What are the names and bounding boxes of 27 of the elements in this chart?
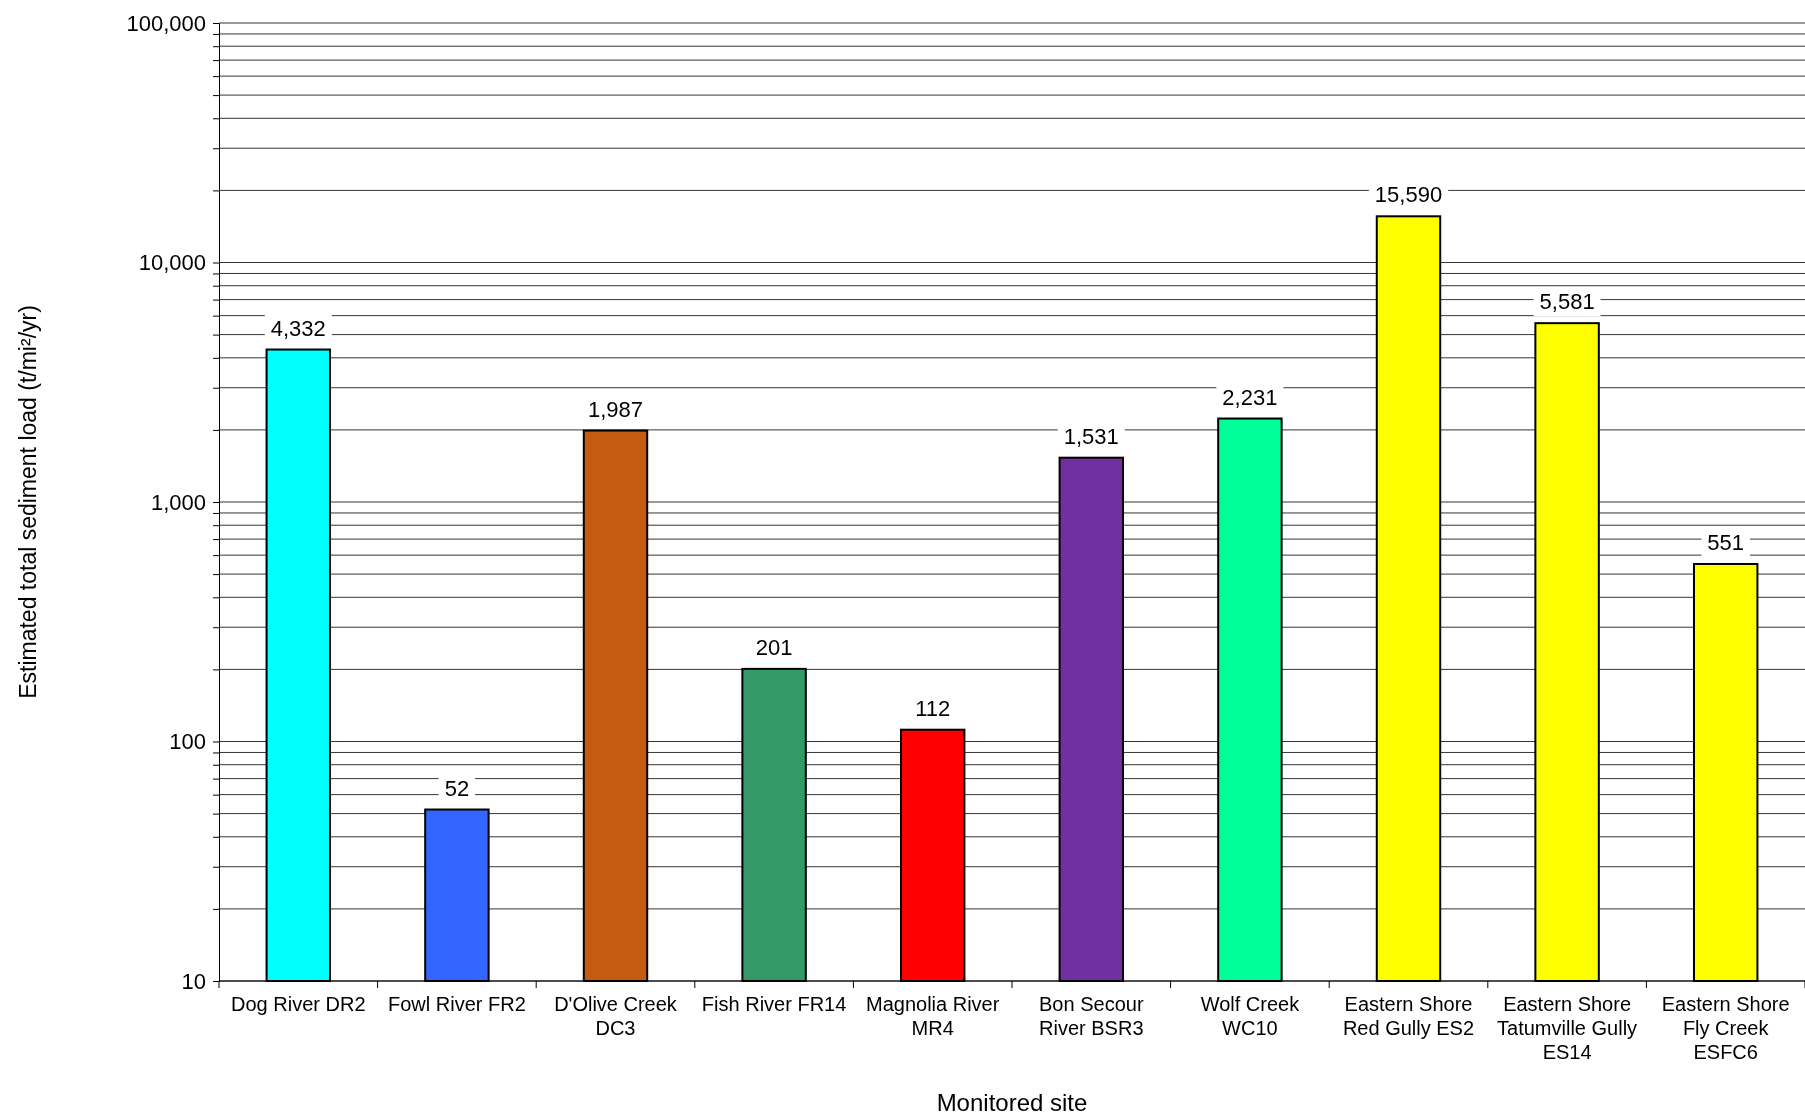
x-tick-label: Bon Secour River BSR3 (1039, 993, 1144, 1039)
y-tick-label: 100 (169, 729, 206, 755)
data-label: 1,531 (1063, 423, 1119, 449)
data-label: 2,231 (1222, 384, 1278, 410)
x-tick-label: Eastern Shore Red Gully ES2 (1342, 993, 1475, 1039)
data-label: 4,332 (270, 315, 326, 341)
y-tick-label: 1,000 (150, 489, 206, 515)
data-label: 1,987 (587, 396, 644, 422)
data-label: 15,590 (1374, 182, 1443, 208)
x-tick-label: Fish River FR14 (701, 993, 847, 1015)
x-axis-title: Monitored site (936, 1089, 1088, 1116)
x-tick-label: Wolf Creek WC10 (1200, 993, 1301, 1039)
data-label: 52 (444, 775, 470, 801)
y-axis-title: Estimated total sediment load (t/mi²/yr) (15, 305, 41, 699)
x-tick-label: Eastern Shore Fly Creek ESFC6 (1661, 993, 1790, 1063)
x-tick-label: Magnolia River MR4 (866, 993, 1000, 1039)
y-tick-label: 100,000 (126, 10, 206, 36)
data-label: 112 (915, 695, 951, 721)
y-tick-label: 10 (181, 968, 206, 994)
data-label: 201 (755, 634, 793, 660)
x-tick-label: Eastern Shore Tatumville Gully ES14 (1497, 993, 1638, 1063)
x-tick-label: Dog River DR2 (231, 993, 366, 1015)
data-label: 551 (1707, 529, 1745, 555)
y-tick-label: 10,000 (138, 250, 206, 276)
x-tick-label: D'Olive Creek DC3 (554, 993, 678, 1039)
data-label: 5,581 (1539, 289, 1595, 315)
x-tick-label: Fowl River FR2 (388, 993, 526, 1015)
